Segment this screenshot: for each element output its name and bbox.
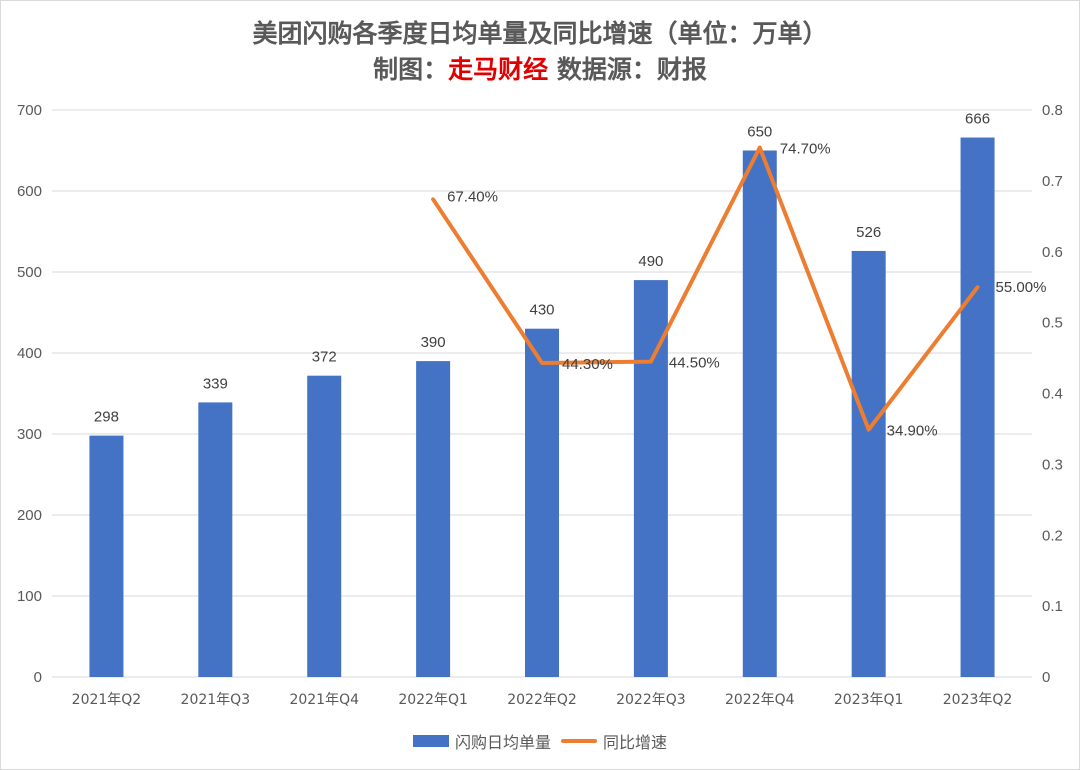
x-tick-label: 2021年Q2 [72, 692, 142, 708]
y-tick-label: 0 [34, 669, 42, 686]
y-tick-label: 700 [17, 102, 42, 119]
y2-tick-label: 0.1 [1042, 598, 1063, 615]
x-tick-label: 2023年Q2 [943, 692, 1013, 708]
subtitle-prefix: 制图： [373, 55, 449, 84]
line-data-label: 55.00% [996, 279, 1047, 296]
x-tick-label: 2022年Q4 [725, 692, 795, 708]
bar-data-label: 372 [312, 349, 337, 366]
y-tick-label: 600 [17, 183, 42, 200]
bar [960, 137, 995, 678]
y-tick-label: 500 [17, 264, 42, 281]
y2-tick-label: 0.4 [1042, 386, 1063, 403]
legend-item-line: 同比增速 [561, 729, 667, 753]
bar [742, 150, 777, 677]
x-tick-label: 2022年Q2 [507, 692, 577, 708]
subtitle-brand: 走马财经 [448, 55, 549, 84]
bar-data-label: 339 [203, 375, 228, 392]
bar-data-label: 430 [529, 302, 554, 319]
bar-data-label: 390 [421, 334, 446, 351]
bar [633, 280, 668, 677]
y2-tick-label: 0 [1042, 669, 1050, 686]
legend-item-bar: 闪购日均单量 [412, 729, 551, 753]
line-data-label: 67.40% [447, 188, 498, 205]
x-tick-label: 2022年Q3 [616, 692, 686, 708]
legend-swatch-bar [412, 735, 449, 747]
legend-swatch-line [561, 739, 597, 743]
line-data-label: 34.90% [887, 423, 938, 440]
bar [416, 361, 451, 677]
legend-label-line: 同比增速 [603, 733, 668, 752]
y2-tick-label: 0.7 [1042, 173, 1063, 190]
chart-title: 美团闪购各季度日均单量及同比增速（单位：万单） [252, 19, 828, 48]
subtitle-suffix: 数据源：财报 [548, 55, 707, 84]
bar [851, 250, 886, 677]
x-tick-label: 2021年Q3 [181, 692, 251, 708]
x-tick-label: 2023年Q1 [834, 692, 904, 708]
y-tick-label: 300 [17, 426, 42, 443]
bar [198, 402, 233, 677]
chart-subtitle: 制图：走马财经 数据源：财报 [0, 50, 1080, 86]
y2-tick-label: 0.5 [1042, 315, 1063, 332]
y2-tick-label: 0.8 [1042, 102, 1063, 119]
y2-tick-label: 0.3 [1042, 456, 1063, 473]
bar [307, 375, 342, 677]
bar-data-label: 526 [856, 224, 881, 241]
chart-legend: 闪购日均单量 同比增速 [0, 729, 1080, 753]
y2-tick-label: 0.2 [1042, 527, 1063, 544]
line-data-label: 44.50% [669, 355, 720, 372]
growth-line [431, 145, 980, 432]
bar [89, 435, 124, 677]
y2-tick-label: 0.6 [1042, 244, 1063, 261]
x-tick-label: 2022年Q1 [398, 692, 468, 708]
y-tick-label: 100 [17, 588, 42, 605]
bar [525, 328, 559, 677]
y-tick-label: 400 [17, 345, 42, 362]
legend-label-bar: 闪购日均单量 [454, 733, 551, 752]
line-data-label: 44.30% [562, 356, 613, 373]
bar-data-label: 298 [94, 409, 119, 426]
bar-data-label: 490 [638, 253, 663, 270]
y-tick-label: 200 [17, 507, 42, 524]
x-tick-label: 2021年Q4 [289, 692, 359, 708]
bar-data-label: 666 [965, 111, 990, 128]
line-data-label: 74.70% [780, 141, 831, 158]
bar-data-label: 650 [747, 124, 772, 141]
